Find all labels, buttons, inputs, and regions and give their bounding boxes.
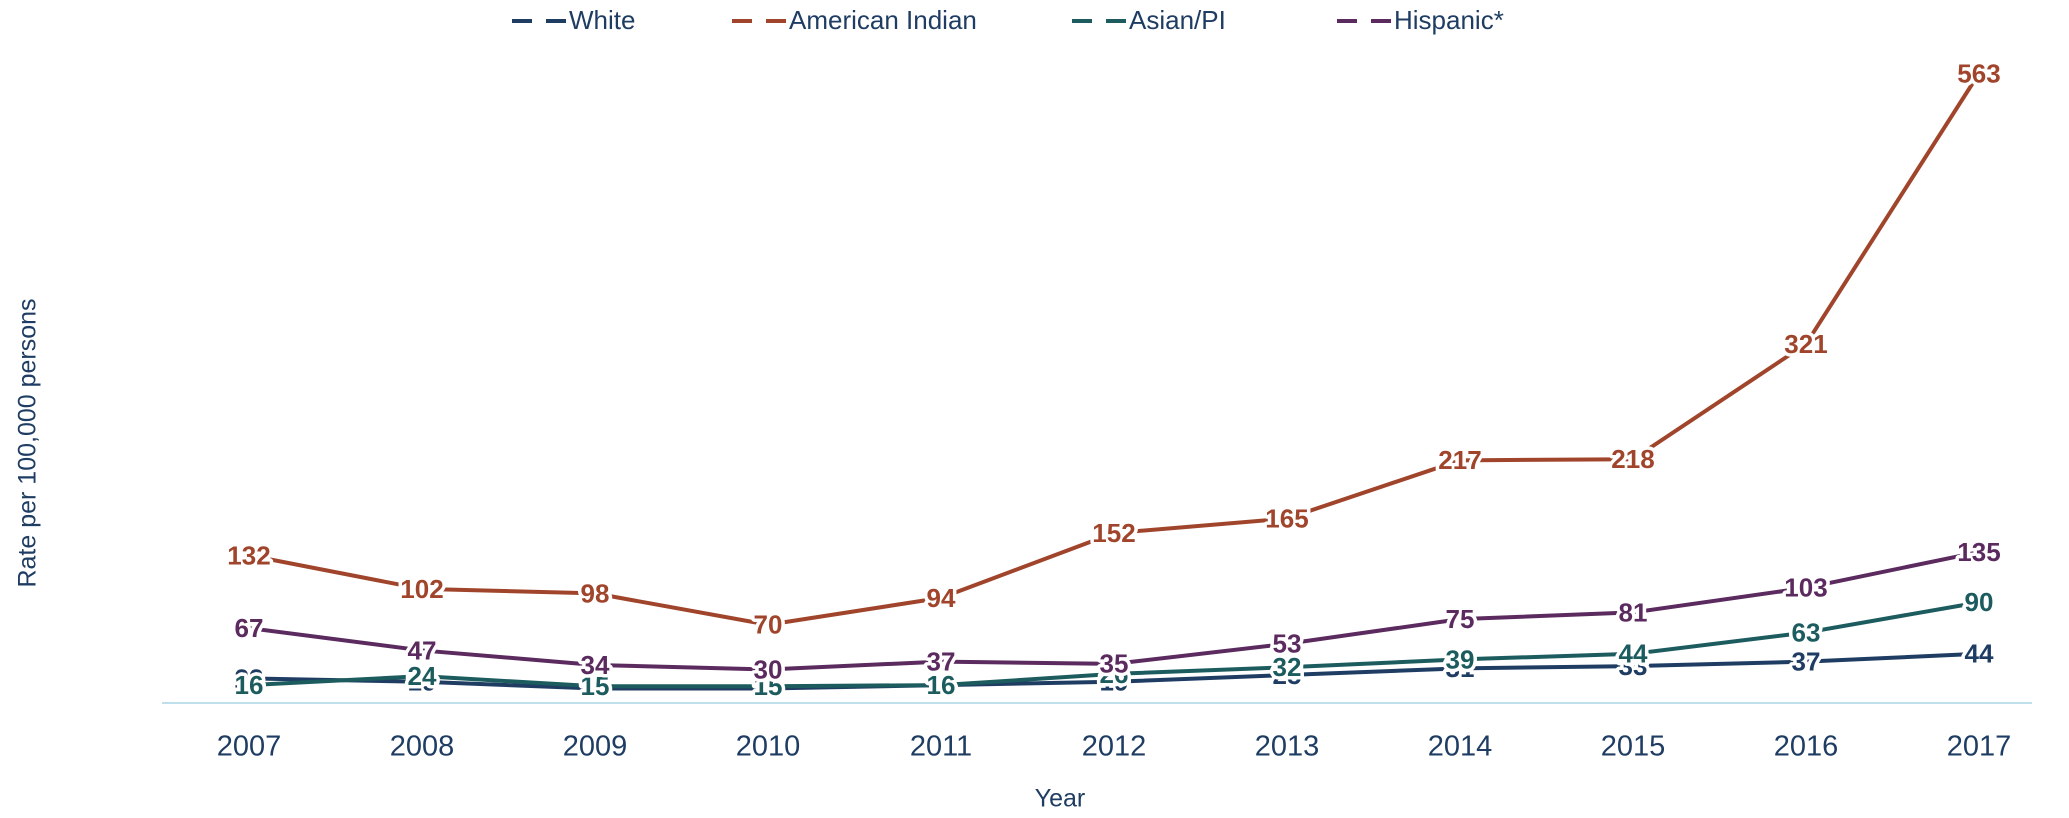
series-line xyxy=(248,651,1980,691)
x-tick-label: 2008 xyxy=(390,731,455,763)
x-tick-label: 2017 xyxy=(1947,731,2012,763)
series-line xyxy=(248,72,1981,627)
data-label: 53 xyxy=(1273,629,1302,659)
x-tick-label: 2009 xyxy=(563,731,628,763)
x-tick-label: 2016 xyxy=(1774,731,1839,763)
data-label: 81 xyxy=(1619,597,1648,627)
series-line xyxy=(248,600,1980,689)
data-label: 26 xyxy=(1100,659,1129,689)
data-label: 39 xyxy=(1446,644,1475,674)
data-label: 25 xyxy=(1273,660,1302,690)
data-label: 13 xyxy=(754,673,783,703)
legend-label: Hispanic* xyxy=(1394,5,1504,35)
data-label: 13 xyxy=(581,673,610,703)
data-label: 321 xyxy=(1784,329,1827,359)
x-tick-label: 2011 xyxy=(910,731,972,763)
data-label: 32 xyxy=(1273,652,1302,682)
x-tick-label: 2010 xyxy=(736,731,801,763)
data-label: 75 xyxy=(1446,604,1475,634)
x-tick-label: 2007 xyxy=(217,731,282,763)
legend-label: American Indian xyxy=(789,5,977,35)
data-label: 67 xyxy=(235,613,264,643)
data-label: 44 xyxy=(1619,639,1648,669)
x-tick-label: 2015 xyxy=(1601,731,1666,763)
data-label: 563 xyxy=(1957,58,2000,88)
x-tick-label: 2013 xyxy=(1255,731,1320,763)
data-label: 63 xyxy=(1792,617,1821,647)
data-label: 94 xyxy=(927,583,956,613)
data-label: 165 xyxy=(1265,503,1308,533)
data-label: 22 xyxy=(235,663,264,693)
data-label: 16 xyxy=(235,670,264,700)
data-label: 15 xyxy=(754,671,783,701)
data-label: 132 xyxy=(227,540,270,570)
data-label: 33 xyxy=(1619,651,1648,681)
data-label: 24 xyxy=(408,661,437,691)
data-label: 98 xyxy=(581,578,610,608)
data-label: 15 xyxy=(581,671,610,701)
data-label: 90 xyxy=(1965,587,1994,617)
data-label: 70 xyxy=(754,610,783,640)
data-label: 31 xyxy=(1446,653,1475,683)
data-label: 103 xyxy=(1784,573,1827,603)
series-line xyxy=(248,550,1980,672)
data-label: 135 xyxy=(1957,537,2000,567)
data-label: 19 xyxy=(1100,667,1129,697)
data-label: 102 xyxy=(400,574,443,604)
data-label: 37 xyxy=(927,646,956,676)
x-tick-label: 2012 xyxy=(1082,731,1147,763)
data-label: 16 xyxy=(927,670,956,700)
data-label: 35 xyxy=(1100,649,1129,679)
data-label: 34 xyxy=(581,650,610,680)
x-tick-label: 2014 xyxy=(1428,731,1493,763)
data-label: 152 xyxy=(1092,518,1135,548)
data-label: 19 xyxy=(408,667,437,697)
data-label: 16 xyxy=(927,670,956,700)
legend-label: White xyxy=(569,5,635,35)
data-label: 37 xyxy=(1792,646,1821,676)
data-label: 44 xyxy=(1965,639,1994,669)
data-label: 30 xyxy=(754,654,783,684)
x-axis-title: Year xyxy=(1035,785,1086,813)
y-axis-title: Rate per 100,000 persons xyxy=(14,298,42,587)
legend-label: Asian/PI xyxy=(1129,5,1226,35)
data-label: 47 xyxy=(408,635,437,665)
data-label: 217 xyxy=(1438,445,1481,475)
data-label: 218 xyxy=(1611,444,1654,474)
